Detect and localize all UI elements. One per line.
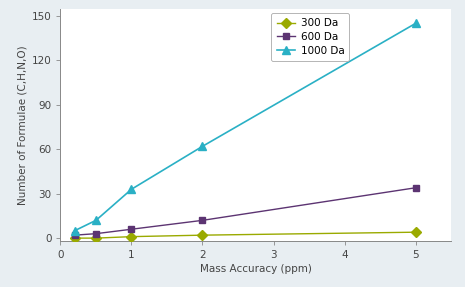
300 Da <box>72 236 78 240</box>
300 Da <box>93 236 99 240</box>
600 Da <box>72 233 78 237</box>
1000 Da <box>93 219 99 222</box>
600 Da <box>413 186 418 189</box>
1000 Da <box>199 145 205 148</box>
300 Da <box>413 230 418 234</box>
Line: 600 Da: 600 Da <box>71 184 419 238</box>
1000 Da <box>413 22 418 25</box>
Y-axis label: Number of Formulae (C,H,N,O): Number of Formulae (C,H,N,O) <box>18 45 27 205</box>
300 Da <box>199 233 205 237</box>
Legend: 300 Da, 600 Da, 1000 Da: 300 Da, 600 Da, 1000 Da <box>272 13 350 61</box>
1000 Da <box>129 187 134 191</box>
300 Da <box>129 235 134 238</box>
Line: 1000 Da: 1000 Da <box>71 19 420 235</box>
X-axis label: Mass Accuracy (ppm): Mass Accuracy (ppm) <box>200 264 312 274</box>
600 Da <box>93 232 99 235</box>
600 Da <box>199 219 205 222</box>
Line: 300 Da: 300 Da <box>71 229 419 242</box>
600 Da <box>129 228 134 231</box>
1000 Da <box>72 229 78 232</box>
